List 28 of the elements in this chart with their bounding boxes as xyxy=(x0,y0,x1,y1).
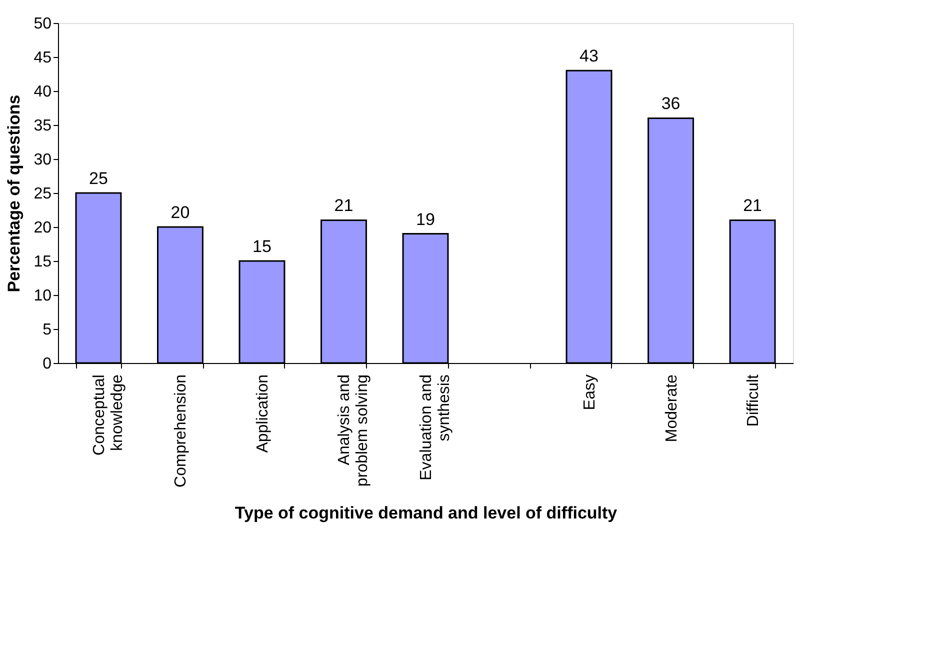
x-axis-title: Type of cognitive demand and level of difficulty xyxy=(234,503,618,522)
x-tick-label: Difficult xyxy=(745,374,762,427)
x-tick-label: Comprehension xyxy=(172,374,190,488)
y-axis-title: Percentage of questions xyxy=(4,94,24,292)
y-tick-label: 15 xyxy=(34,254,52,270)
x-tick-label: Conceptual knowledge xyxy=(90,374,126,456)
x-tick-label: Application xyxy=(254,374,272,453)
data-label: 21 xyxy=(743,196,762,216)
x-tick-label: Analysis and problem solving xyxy=(336,374,372,487)
x-tick-label: Moderate xyxy=(663,374,680,442)
y-tick-label: 10 xyxy=(34,288,52,304)
y-tick-label: 0 xyxy=(42,356,52,372)
y-tick-label: 35 xyxy=(34,118,52,134)
y-tick-label: 50 xyxy=(34,16,52,32)
data-label: 36 xyxy=(661,94,680,114)
y-tick-label: 5 xyxy=(42,322,52,338)
y-tick-label: 45 xyxy=(34,50,52,66)
x-tick-label: Easy xyxy=(582,374,599,410)
y-tick-label: 20 xyxy=(34,220,52,236)
data-label: 20 xyxy=(170,203,190,222)
data-label: 43 xyxy=(580,46,598,66)
data-label: 15 xyxy=(252,237,272,256)
y-tick-label: 40 xyxy=(34,84,52,100)
data-label: 25 xyxy=(89,169,108,188)
y-tick-label: 25 xyxy=(34,186,52,202)
data-label: 21 xyxy=(334,196,354,216)
data-label: 19 xyxy=(416,210,435,229)
y-tick-label: 30 xyxy=(34,152,52,168)
